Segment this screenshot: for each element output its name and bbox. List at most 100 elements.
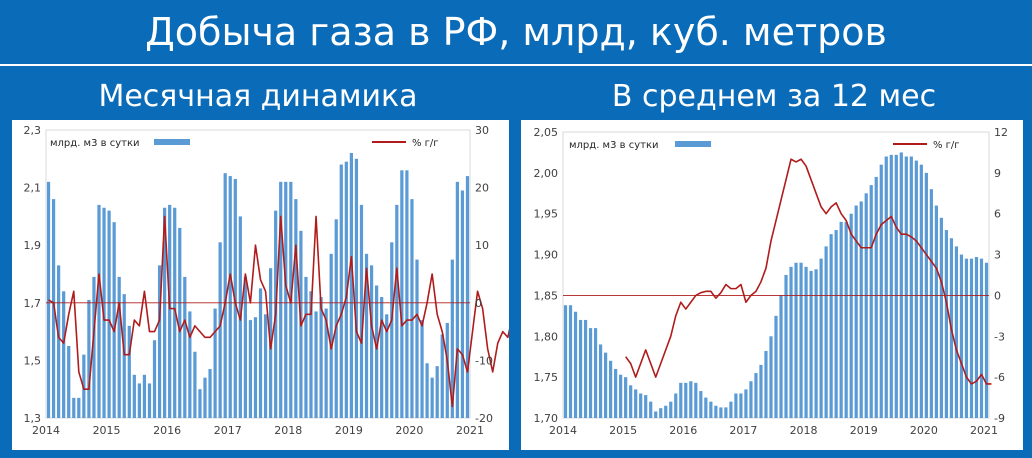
x-tick: 2021	[970, 424, 998, 437]
bar	[583, 319, 588, 418]
bar	[894, 154, 898, 418]
bar	[864, 193, 868, 418]
bar	[959, 254, 964, 418]
bar	[563, 305, 568, 418]
bar	[624, 377, 628, 418]
bar	[62, 291, 66, 418]
bar	[243, 276, 247, 418]
bar	[684, 382, 688, 418]
bar	[619, 374, 623, 418]
bar	[859, 201, 863, 418]
y-left-tick: 2,1	[24, 182, 42, 195]
bar	[598, 344, 603, 418]
x-tick: 2017	[729, 424, 757, 437]
bar	[869, 185, 873, 418]
legend-bars-label: млрд. м3 в сутки	[569, 140, 659, 151]
bar	[964, 258, 969, 418]
y-right-tick: 6	[994, 208, 1001, 221]
y-left-tick: 2,05	[534, 126, 559, 139]
bar	[578, 319, 583, 418]
bar	[889, 154, 893, 418]
bar	[173, 207, 177, 418]
bar	[324, 308, 328, 418]
bar	[319, 297, 323, 418]
bar	[834, 230, 838, 418]
bar	[734, 393, 738, 418]
y-right-tick: 10	[475, 239, 489, 252]
bar	[395, 204, 399, 418]
bar	[208, 369, 212, 418]
bar	[223, 173, 227, 418]
bar	[789, 266, 793, 418]
bar	[369, 265, 374, 418]
right-subtitle: В среднем за 12 мес	[611, 78, 937, 114]
bar	[884, 156, 888, 418]
bar	[969, 258, 974, 418]
x-tick: 2019	[335, 424, 363, 437]
bar	[334, 219, 338, 418]
bar	[122, 294, 126, 418]
bar	[764, 350, 768, 418]
y-right-tick: 20	[475, 182, 489, 195]
bar	[689, 381, 693, 418]
bar	[854, 205, 858, 418]
annual-average-chart-panel: 2,05 2,00 1,95 1,90 1,85 1,80 1,75 1,70 12 9 6 3 0 -3…	[521, 120, 1023, 450]
bar	[664, 405, 668, 418]
bar	[719, 407, 723, 418]
bar	[829, 234, 833, 418]
bar	[92, 276, 96, 418]
bar	[72, 397, 76, 418]
x-tick: 2020	[395, 424, 423, 437]
bar	[588, 328, 593, 418]
legend-line-label: % г/г	[412, 138, 439, 149]
bar	[344, 161, 348, 418]
bar	[248, 320, 253, 418]
title-divider	[0, 64, 1032, 66]
bar	[163, 207, 167, 418]
x-tick: 2014	[549, 424, 577, 437]
bar	[799, 262, 803, 418]
y-right-tick: 30	[475, 124, 489, 137]
bar	[944, 230, 949, 418]
x-tick: 2020	[910, 424, 938, 437]
y-left-tick: 1,7	[24, 297, 42, 310]
bar	[97, 204, 101, 418]
bar	[759, 364, 763, 418]
bar	[609, 360, 613, 418]
bar	[774, 315, 778, 418]
bar	[147, 383, 152, 418]
bar	[460, 190, 465, 418]
legend-bars-swatch	[675, 141, 711, 147]
left-subtitle: Месячная динамика	[98, 78, 418, 114]
x-tick: 2018	[274, 424, 302, 437]
y-right-tick: 0	[994, 289, 1001, 302]
y-left-tick: 1,75	[534, 371, 559, 384]
bar	[51, 199, 56, 418]
bar	[430, 377, 434, 418]
bar	[954, 246, 959, 418]
bar	[127, 325, 131, 418]
bar	[57, 265, 61, 418]
y-left-tick: 1,5	[24, 354, 42, 367]
bar	[974, 257, 979, 418]
y-right-tick: -3	[994, 330, 1005, 343]
plot-area	[45, 129, 471, 419]
x-tick: 2021	[456, 424, 484, 437]
bar	[157, 265, 162, 418]
bar	[329, 253, 333, 418]
bar	[739, 393, 743, 418]
bar	[279, 181, 283, 418]
bar	[729, 401, 733, 418]
bar	[568, 305, 573, 418]
bar	[714, 405, 718, 418]
bar	[744, 389, 748, 418]
bar	[142, 374, 147, 418]
bar	[183, 276, 187, 418]
bar	[117, 276, 121, 418]
bar	[749, 381, 753, 418]
bar	[629, 385, 633, 418]
bar	[709, 401, 713, 418]
bar	[674, 393, 678, 418]
annual-average-chart: 2,05 2,00 1,95 1,90 1,85 1,80 1,75 1,70 12 9 6 3 0 -3…	[534, 126, 1009, 437]
y-right-tick: -6	[994, 371, 1005, 384]
